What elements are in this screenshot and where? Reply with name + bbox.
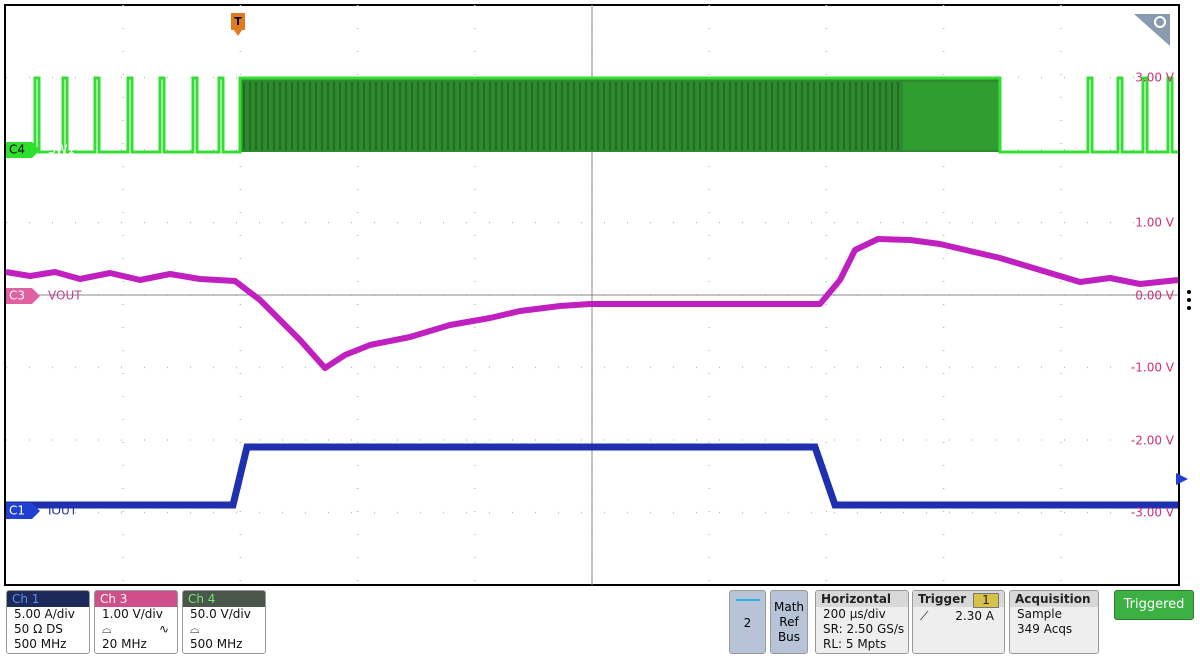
- trigger-level: 2.30 A: [955, 609, 994, 623]
- channel-id: C1: [9, 504, 25, 518]
- ch1-bandwidth: 500 MHz: [14, 637, 67, 651]
- ch1-scale: 5.00 A/div: [14, 607, 75, 621]
- menu-dots[interactable]: [1187, 290, 1191, 310]
- channel-tag: [6, 288, 40, 304]
- triggered-status[interactable]: Triggered: [1114, 590, 1194, 620]
- ch1-panel[interactable]: Ch 1 5.00 A/div 50 Ω DS 500 MHz: [6, 590, 90, 654]
- channel-label: IOUT: [48, 504, 78, 518]
- ch4-icons: ⌓: [190, 622, 200, 636]
- ch4-scale: 50.0 V/div: [190, 607, 251, 621]
- ref-label: Ref: [779, 615, 799, 629]
- horizontal-panel[interactable]: Horizontal 200 µs/div SR: 2.50 GS/s RL: …: [815, 590, 909, 654]
- record-length: RL: 5 Mpts: [823, 637, 887, 651]
- ch3-panel[interactable]: Ch 3 1.00 V/div ⌓ ∿ 20 MHz: [94, 590, 178, 654]
- channel-id: C4: [9, 143, 25, 157]
- channel-id: C3: [9, 289, 25, 303]
- channel-label: VOUT: [48, 289, 82, 303]
- trigger-marker[interactable]: [231, 13, 245, 30]
- add-count: 2: [743, 616, 752, 630]
- ch4-panel[interactable]: Ch 4 50.0 V/div ⌓ 500 MHz: [182, 590, 266, 654]
- trigger-label: T: [234, 15, 242, 28]
- channel-label: SW1: [48, 143, 75, 157]
- ch3-title: Ch 3: [95, 591, 177, 607]
- trigger-title-text: Trigger: [918, 592, 967, 606]
- scale-label: -1.00 V: [1131, 361, 1175, 375]
- ch3-scale: 1.00 V/div: [102, 607, 163, 621]
- math-label: Math: [773, 600, 805, 614]
- scale-label: 1.00 V: [1135, 216, 1175, 230]
- scale-label: -2.00 V: [1131, 434, 1175, 448]
- iout-trace: [6, 443, 1178, 509]
- ch3-icons: ⌓ ∿: [102, 622, 169, 636]
- horizontal-scale: 200 µs/div: [823, 607, 886, 621]
- trigger-panel[interactable]: Trigger 1 ⟋ 2.30 A: [912, 590, 1005, 654]
- scale-label: -3.00 V: [1131, 506, 1175, 520]
- sample-rate: SR: 2.50 GS/s: [823, 622, 905, 636]
- ch4-bandwidth: 500 MHz: [190, 637, 243, 651]
- zoom-icon[interactable]: [1134, 14, 1170, 46]
- acquisition-title: Acquisition: [1010, 591, 1098, 607]
- waveforms: [5, 76, 1179, 509]
- acquisition-panel[interactable]: Acquisition Sample 349 Acqs: [1009, 590, 1099, 654]
- sw1-trace: [6, 76, 1178, 154]
- trigger-level-marker: [1176, 473, 1188, 485]
- trigger-row: ⟋ 2.30 A: [913, 607, 1004, 624]
- acquisition-count: 349 Acqs: [1017, 622, 1073, 636]
- trigger-source: 1: [973, 593, 999, 608]
- ch1-termination: 50 Ω DS: [14, 622, 63, 636]
- scale-label: 3.00 V: [1135, 71, 1175, 85]
- ch4-title: Ch 4: [183, 591, 265, 607]
- graticule: T C4 SW1 C3 VOUT C1 IOUT 3.00 V 1.00 V 0.00 V -1…: [4, 4, 1191, 586]
- acquisition-mode: Sample: [1017, 607, 1062, 621]
- channel-tag: [6, 142, 40, 158]
- math-ref-bus-button[interactable]: Math Ref Bus: [770, 590, 808, 654]
- ch1-title: Ch 1: [7, 591, 89, 607]
- trigger-pointer: [234, 30, 242, 36]
- sw1-dense-band: [240, 78, 1000, 152]
- add-line: [736, 599, 760, 601]
- trigger-title: Trigger 1: [913, 591, 1004, 608]
- scale-label: 0.00 V: [1135, 289, 1175, 303]
- channel-tag: [6, 503, 40, 519]
- add-button[interactable]: 2: [729, 590, 766, 654]
- ch3-bandwidth: 20 MHz: [102, 637, 147, 651]
- bus-label: Bus: [777, 630, 801, 644]
- zoom-glass: [1154, 16, 1166, 28]
- horizontal-title: Horizontal: [816, 591, 908, 607]
- vout-trace: [5, 236, 1179, 371]
